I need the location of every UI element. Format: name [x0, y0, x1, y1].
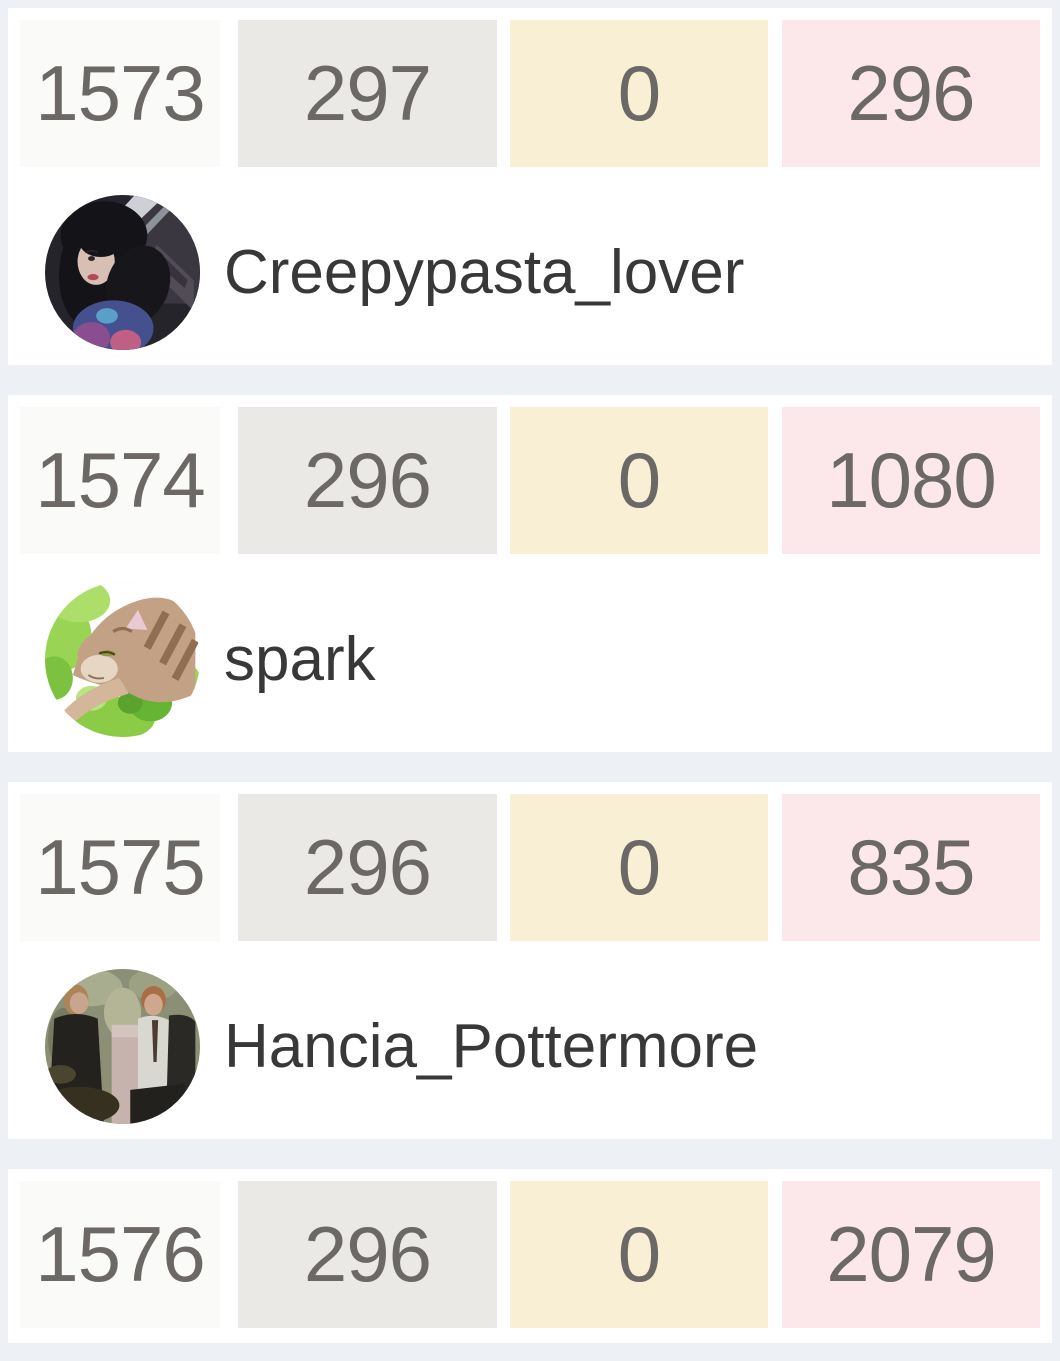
stats-row: 1573 297 0 296: [20, 20, 1040, 167]
stat-yellow-cell: 0: [510, 794, 768, 941]
avatar[interactable]: [45, 195, 200, 350]
username[interactable]: Creepypasta_lover: [224, 238, 745, 307]
user-row[interactable]: Hancia_Pottermore: [20, 969, 1040, 1124]
stat-gray-cell: 296: [238, 794, 497, 941]
leaderboard-row: 1575 296 0 835: [8, 782, 1052, 1139]
stats-row: 1576 296 0 2079: [20, 1181, 1040, 1328]
leaderboard-row: 1573 297 0 296: [8, 8, 1052, 365]
leaderboard-row: 1574 296 0 1080: [8, 395, 1052, 752]
stats-row: 1575 296 0 835: [20, 794, 1040, 941]
stat-pink-cell: 296: [782, 20, 1040, 167]
avatar-photo-person-dark-hair: [45, 195, 200, 350]
avatar[interactable]: [45, 969, 200, 1124]
avatar-cartoon-cat-green-leaves: [45, 582, 200, 737]
stat-pink-cell: 1080: [782, 407, 1040, 554]
avatar[interactable]: [45, 582, 200, 737]
stat-pink-cell: 835: [782, 794, 1040, 941]
leaderboard-row: 1576 296 0 2079: [8, 1169, 1052, 1343]
user-row[interactable]: spark: [20, 582, 1040, 737]
stat-yellow-cell: 0: [510, 1181, 768, 1328]
stat-yellow-cell: 0: [510, 20, 768, 167]
stats-row: 1574 296 0 1080: [20, 407, 1040, 554]
user-row[interactable]: Creepypasta_lover: [20, 195, 1040, 350]
username[interactable]: Hancia_Pottermore: [224, 1012, 759, 1081]
rank-cell: 1574: [20, 407, 220, 554]
rank-cell: 1575: [20, 794, 220, 941]
stat-pink-cell: 2079: [782, 1181, 1040, 1328]
stat-gray-cell: 296: [238, 1181, 497, 1328]
stat-gray-cell: 296: [238, 407, 497, 554]
rank-cell: 1576: [20, 1181, 220, 1328]
rank-cell: 1573: [20, 20, 220, 167]
stat-yellow-cell: 0: [510, 407, 768, 554]
stat-gray-cell: 297: [238, 20, 497, 167]
username[interactable]: spark: [224, 625, 376, 694]
avatar-photo-people-outdoors: [45, 969, 200, 1124]
